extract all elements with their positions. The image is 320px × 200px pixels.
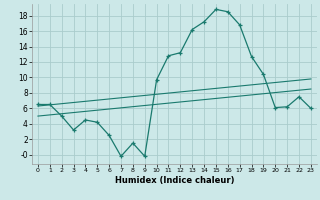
- X-axis label: Humidex (Indice chaleur): Humidex (Indice chaleur): [115, 176, 234, 185]
